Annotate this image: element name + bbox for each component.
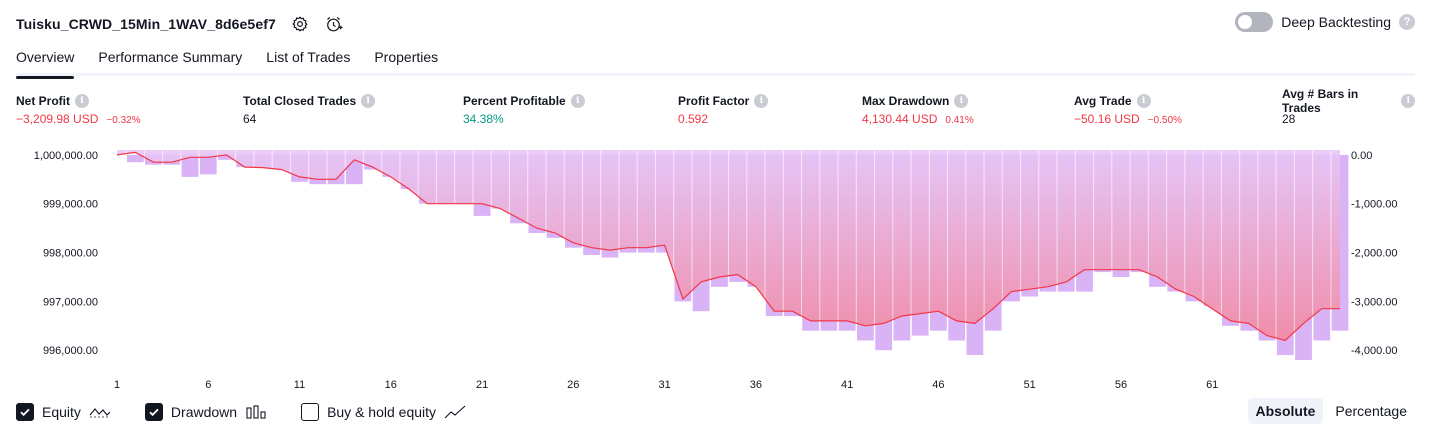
metric-net-profit: Net Profit i −3,209.98 USD −0.32% [16,92,141,126]
x-axis-tick-label: 26 [567,379,579,391]
settings-gear-icon[interactable] [290,14,310,34]
left-axis-tick-label: 999,000.00 [43,199,98,211]
mode-absolute-button[interactable]: Absolute [1248,398,1324,424]
x-axis-tick-label: 31 [658,379,670,391]
left-axis: 1,000,000.00 999,000.00 998,000.00 997,000.… [34,150,98,357]
metric-label: Profit Factor [678,94,749,108]
equity-line-icon [89,404,111,420]
metric-label: Percent Profitable [463,94,566,108]
info-icon[interactable]: i [361,94,375,108]
left-axis-tick-label: 998,000.00 [43,248,98,260]
right-axis-tick-label: -2,000.00 [1351,248,1397,260]
legend-equity[interactable]: Equity [16,403,111,421]
x-axis-tick-label: 6 [205,379,211,391]
tab-list-of-trades[interactable]: List of Trades [266,46,350,76]
x-axis-tick-label: 56 [1115,379,1127,391]
x-axis-tick-label: 51 [1024,379,1036,391]
tab-performance-summary[interactable]: Performance Summary [98,46,242,76]
metric-label: Net Profit [16,94,70,108]
metric-label: Max Drawdown [862,94,949,108]
metric-label: Avg # Bars in Trades [1282,87,1396,115]
metric-label: Total Closed Trades [243,94,356,108]
x-axis-tick-label: 41 [841,379,853,391]
metric-value: −3,209.98 USD [16,112,98,126]
right-axis-tick-label: -4,000.00 [1351,345,1397,357]
metric-subvalue: −0.32% [106,115,140,126]
metric-subvalue: 0.41% [945,115,973,126]
right-axis-tick-label: -1,000.00 [1351,199,1397,211]
metric-avg-bars-in-trades: Avg # Bars in Trades i 28 [1282,92,1415,126]
info-icon[interactable]: i [754,94,768,108]
right-axis-tick-label: 0.00 [1351,150,1372,162]
metric-avg-trade: Avg Trade i −50.16 USD −0.50% [1074,92,1182,126]
equity-drawdown-chart[interactable]: 1,000,000.00 999,000.00 998,000.00 997,000.… [0,140,1431,396]
strategy-header: Tuisku_CRWD_15Min_1WAV_8d6e5ef7 [16,10,344,38]
equity-checkbox[interactable] [16,403,34,421]
info-icon[interactable]: i [1137,94,1151,108]
metric-percent-profitable: Percent Profitable i 34.38% [463,92,585,126]
right-axis-tick-label: -3,000.00 [1351,296,1397,308]
deep-backtesting: Deep Backtesting ? [1235,12,1415,32]
add-alert-clock-icon[interactable] [324,14,344,34]
metric-label: Avg Trade [1074,94,1132,108]
metric-value: 28 [1282,112,1295,126]
info-icon[interactable]: i [954,94,968,108]
right-axis: 0.00 -1,000.00 -2,000.00 -3,000.00 -4,000.00 [1351,150,1397,357]
tab-overview[interactable]: Overview [16,46,74,76]
metric-total-closed-trades: Total Closed Trades i 64 [243,92,375,126]
metric-value: 4,130.44 USD [862,112,937,126]
x-axis: 1 6 11 16 21 26 31 36 41 46 51 56 61 [114,379,1218,391]
left-axis-tick-label: 997,000.00 [43,296,98,308]
metric-profit-factor: Profit Factor i 0.592 [678,92,768,126]
buy-hold-checkbox[interactable] [301,403,319,421]
info-icon[interactable]: i [75,94,89,108]
legend-buy-hold-equity[interactable]: Buy & hold equity [301,403,466,421]
info-icon[interactable]: i [1401,94,1415,108]
report-tabs: Overview Performance Summary List of Tra… [16,46,1415,76]
drawdown-label: Drawdown [171,404,237,420]
x-axis-tick-label: 16 [385,379,397,391]
legend-drawdown[interactable]: Drawdown [145,403,267,421]
x-axis-tick-label: 61 [1206,379,1218,391]
left-axis-tick-label: 996,000.00 [43,345,98,357]
left-axis-tick-label: 1,000,000.00 [34,150,98,162]
chart-footer: Equity Drawdown Buy & hold equity Absolu… [16,403,1415,425]
drawdown-bars-icon [245,404,267,420]
value-mode-switch: Absolute Percentage [1248,398,1416,424]
drawdown-checkbox[interactable] [145,403,163,421]
x-axis-tick-label: 46 [932,379,944,391]
strategy-title: Tuisku_CRWD_15Min_1WAV_8d6e5ef7 [16,16,276,32]
x-axis-tick-label: 21 [476,379,488,391]
metric-value: 34.38% [463,112,504,126]
deep-backtesting-label: Deep Backtesting [1281,14,1391,30]
tab-properties[interactable]: Properties [374,46,438,76]
mode-percentage-button[interactable]: Percentage [1327,398,1415,424]
buy-hold-label: Buy & hold equity [327,404,436,420]
metric-value: 64 [243,112,256,126]
x-axis-tick-label: 1 [114,379,120,391]
metric-value: −50.16 USD [1074,112,1140,126]
equity-label: Equity [42,404,81,420]
metric-value: 0.592 [678,112,708,126]
metrics-row: Net Profit i −3,209.98 USD −0.32% Total Cl… [16,92,1415,132]
x-axis-tick-label: 11 [294,379,305,391]
help-question-icon[interactable]: ? [1399,14,1415,30]
info-icon[interactable]: i [571,94,585,108]
toggle-knob [1238,15,1252,29]
buy-hold-line-icon [444,404,466,420]
legend: Equity Drawdown Buy & hold equity [16,403,466,421]
metric-max-drawdown: Max Drawdown i 4,130.44 USD 0.41% [862,92,974,126]
deep-backtesting-toggle[interactable] [1235,12,1273,32]
metric-subvalue: −0.50% [1148,115,1182,126]
x-axis-tick-label: 36 [750,379,762,391]
